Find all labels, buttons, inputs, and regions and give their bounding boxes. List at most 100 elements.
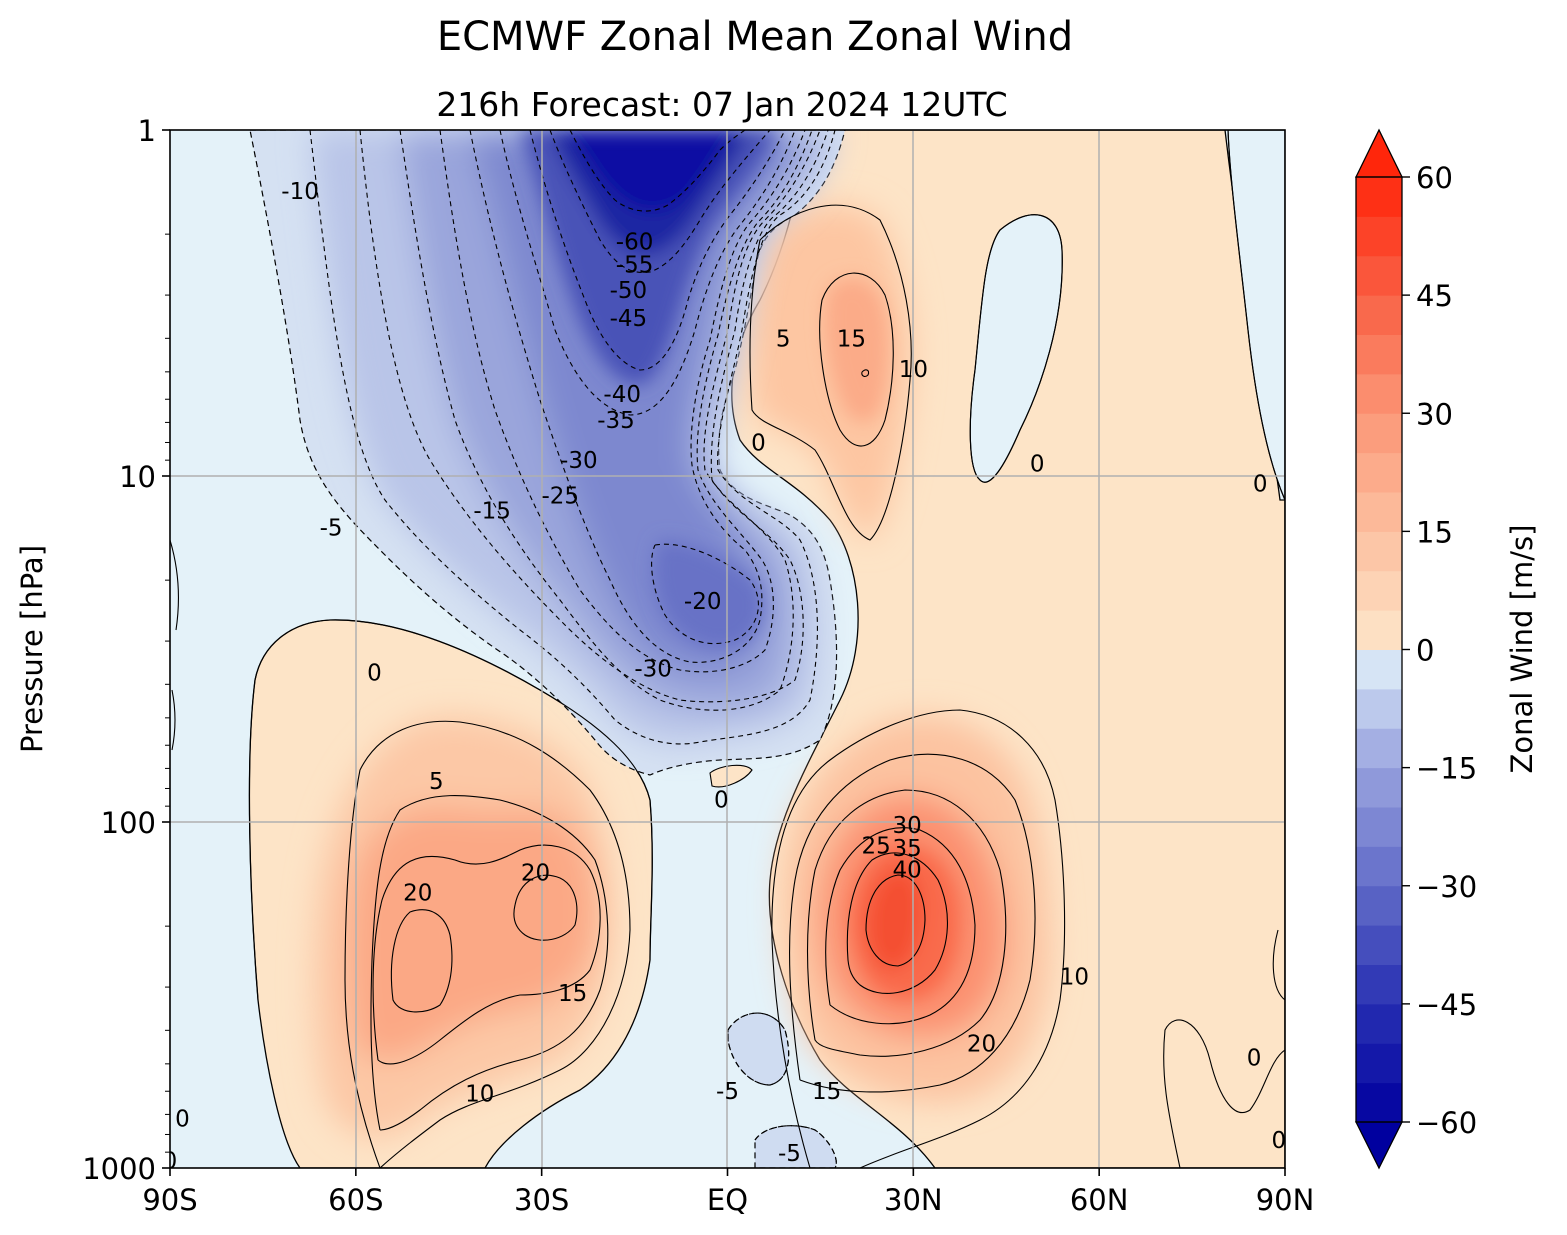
y-axis-label: Pressure [hPa] xyxy=(15,545,49,753)
contour-label: 0 xyxy=(175,1107,190,1133)
x-tick-label: EQ xyxy=(707,1183,748,1217)
x-tick-label: 30S xyxy=(514,1183,569,1217)
region-sh-easterly-core xyxy=(570,130,730,212)
colorbar-tick-label: 0 xyxy=(1416,634,1434,668)
x-tick-label: 90N xyxy=(1256,1183,1315,1217)
positive-contours xyxy=(170,130,1285,1168)
colorbar-band xyxy=(1356,452,1402,493)
region-sh-jet-core xyxy=(348,806,597,1061)
colorbar-bands xyxy=(1356,177,1402,1123)
contour-label: 0 xyxy=(1271,1128,1286,1154)
colorbar-tick-label: −45 xyxy=(1416,988,1477,1022)
colorbar-band xyxy=(1356,531,1402,572)
contour-label: 20 xyxy=(967,1031,996,1057)
colorbar-tick-label: 45 xyxy=(1416,279,1453,313)
contour-label: -15 xyxy=(473,499,511,525)
colorbar-label: Zonal Wind [m/s] xyxy=(1505,525,1539,774)
westerly-core-shading xyxy=(824,277,960,1000)
colorbar-band xyxy=(1356,255,1402,296)
contour-label: 15 xyxy=(812,1079,841,1105)
colorbar-band xyxy=(1356,728,1402,769)
contour-label: -45 xyxy=(610,306,648,332)
colorbar-band xyxy=(1356,649,1402,690)
y-axis: 1 10 100 1000 xyxy=(82,114,170,1186)
colorbar-tick-label: 60 xyxy=(1416,161,1453,195)
contour-label: 0 xyxy=(714,787,729,813)
contour-label: 15 xyxy=(558,981,587,1007)
contour-label: -5 xyxy=(716,1079,739,1105)
region-sh-easterly-30 xyxy=(470,130,800,673)
contour-label: -55 xyxy=(616,253,654,279)
x-tick-label: 60N xyxy=(1070,1183,1129,1217)
colorbar-tick-label: −15 xyxy=(1416,752,1477,786)
contour-label: 40 xyxy=(892,857,921,883)
contour-label: 10 xyxy=(899,357,928,383)
x-tick-label: 60S xyxy=(328,1183,383,1217)
x-tick-label: 90S xyxy=(142,1183,197,1217)
colorbar-band xyxy=(1356,492,1402,532)
contour-lines xyxy=(170,130,1285,1168)
contour-label: 5 xyxy=(429,769,444,795)
chart-subtitle: 216h Forecast: 07 Jan 2024 12UTC xyxy=(436,85,1007,124)
x-tick-label: 30N xyxy=(884,1183,943,1217)
region-sh-easterly-35 xyxy=(653,540,764,649)
y-tick-label: 1000 xyxy=(82,1152,156,1186)
colorbar-tick-label: 30 xyxy=(1416,397,1453,431)
contour-label: 0 xyxy=(751,430,766,456)
contour-label: -30 xyxy=(634,656,672,682)
region-nh-strato-core xyxy=(824,277,889,423)
colorbar-band xyxy=(1356,846,1402,887)
region-tropical-westerly xyxy=(709,764,753,788)
y-tick-label: 100 xyxy=(101,806,156,840)
contour-label: 20 xyxy=(521,861,550,887)
colorbar-band xyxy=(1356,216,1402,257)
colorbar-tick-label: 15 xyxy=(1416,515,1453,549)
colorbar-band xyxy=(1356,413,1402,454)
y-tick-label: 10 xyxy=(119,460,156,494)
colorbar: 60 45 30 15 0 −15 −30 −45 −60 Zonal Wind [m/s] xyxy=(1354,128,1539,1170)
colorbar-band xyxy=(1356,885,1402,926)
contour-label: -30 xyxy=(560,448,598,474)
colorbar-band xyxy=(1356,610,1402,650)
colorbar-tick-label: −30 xyxy=(1416,870,1477,904)
colorbar-band xyxy=(1356,570,1402,611)
colorbar-band xyxy=(1356,373,1402,414)
colorbar-band xyxy=(1356,1043,1402,1084)
colorbar-band xyxy=(1356,295,1402,335)
contour-label: 5 xyxy=(776,326,791,352)
contour-label: -50 xyxy=(610,278,648,304)
colorbar-band xyxy=(1356,1082,1402,1123)
y-tick-label: 1 xyxy=(138,114,156,148)
easterly-core-shading xyxy=(520,130,780,649)
contour-label: -25 xyxy=(541,484,579,510)
contour-label: -5 xyxy=(320,516,343,542)
chart-title: ECMWF Zonal Mean Zonal Wind xyxy=(437,14,1073,60)
colorbar-band xyxy=(1356,767,1402,808)
contour-label: -35 xyxy=(597,408,635,434)
x-axis: 90S 60S 30S EQ 30N 60N 90N xyxy=(142,1168,1314,1217)
contour-label: -60 xyxy=(616,229,654,255)
contour-label: 0 xyxy=(1247,1046,1262,1072)
contour-label: 30 xyxy=(892,813,921,839)
grid-lines xyxy=(170,130,1285,1168)
colorbar-band xyxy=(1356,334,1402,375)
colorbar-tick-label: −60 xyxy=(1416,1106,1477,1140)
contour-label: 10 xyxy=(1060,965,1089,991)
contour-label: 25 xyxy=(862,834,891,860)
contour-label: -20 xyxy=(684,589,722,615)
region-tropical-easterly-1 xyxy=(727,1012,790,1086)
colorbar-extend-max xyxy=(1354,128,1404,178)
contour-label: 0 xyxy=(1030,451,1045,477)
contour-label: 10 xyxy=(465,1082,494,1108)
plot-area: -10-60-55-50-45-40-35-30-25-15-5-20-305 1… xyxy=(15,114,1314,1217)
contour-label: -10 xyxy=(281,179,319,205)
colorbar-ticks: 60 45 30 15 0 −15 −30 −45 −60 xyxy=(1402,161,1477,1140)
colorbar-extend-min xyxy=(1354,1121,1404,1170)
colorbar-band xyxy=(1356,1003,1402,1044)
contour-label: 0 xyxy=(367,661,382,687)
contour-label: -5 xyxy=(778,1141,801,1167)
contour-label: 0 xyxy=(163,1148,178,1174)
contour-label: 15 xyxy=(837,326,866,352)
negative-contours xyxy=(309,130,837,1168)
